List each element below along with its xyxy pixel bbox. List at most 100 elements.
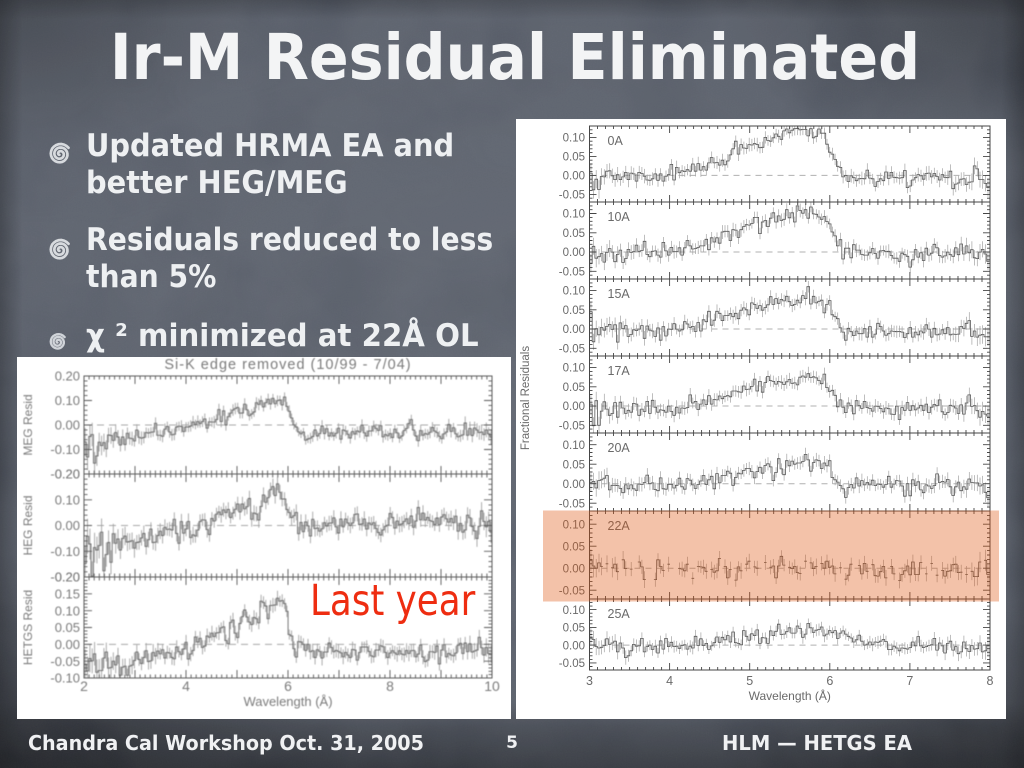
chart-panel-15a: 15A	[589, 278, 991, 357]
y-tick-label: 0.20	[55, 467, 80, 482]
panel-label: MEG Resid	[21, 394, 35, 455]
x-ticks	[597, 126, 983, 202]
error-bars	[590, 126, 989, 199]
panel-label: 17A	[608, 364, 631, 378]
x-ticks	[88, 376, 488, 474]
x-tick-label: 7	[906, 674, 913, 688]
y-ticks	[84, 380, 492, 470]
y-tick-label: -0.05	[559, 498, 585, 510]
x-axis-label: Wavelength (Å)	[243, 694, 332, 709]
right-chart-svg: 0A 0.10 0.05 0.00 -0.05 10A 0.10 0.05 0.00 -0.05 1…	[520, 125, 999, 703]
y-tick-label: 0.00	[55, 418, 80, 433]
x-axis-label: Wavelength (Å)	[749, 688, 831, 703]
y-ticks	[589, 129, 990, 199]
chart-root: 0A 0.10 0.05 0.00 -0.05 10A 0.10 0.05 0.00 -0.05 1…	[520, 125, 999, 703]
y-tick-label: 0.10	[55, 393, 80, 408]
chart-root: Si-K edge removed (10/99 - 7/04) 0.20 0.10…	[21, 357, 500, 709]
left-chart-svg: Si-K edge removed (10/99 - 7/04) 0.20 0.10…	[21, 357, 500, 709]
x-tick-label: 3	[586, 674, 593, 688]
error-bars	[590, 366, 989, 433]
error-bars	[84, 477, 492, 577]
y-tick-label: 0.10	[563, 605, 585, 617]
x-ticks	[597, 279, 983, 356]
bullet-text: Updated HRMA EA and better HEG/MEG	[86, 128, 455, 201]
y-ticks	[589, 359, 990, 430]
y-tick-label: 0.15	[55, 587, 80, 602]
footer-right: HLM — HETGS EA	[722, 731, 913, 755]
right-chart: 0A 0.10 0.05 0.00 -0.05 10A 0.10 0.05 0.00 -0.05 1…	[516, 119, 1006, 719]
panel-frame	[589, 598, 991, 671]
x-tick-label: 10	[484, 678, 500, 694]
chart-panel-20a: 20A	[589, 432, 991, 512]
y-ticks	[589, 602, 990, 667]
panel-label: 10A	[608, 210, 631, 224]
y-ticks	[84, 478, 492, 573]
slide-title: Ir-M Residual Eliminated	[109, 21, 921, 94]
y-tick-label: -0.05	[559, 190, 585, 202]
y-tick-label: 0.05	[55, 620, 80, 635]
y-tick-label: -0.20	[50, 570, 80, 585]
x-tick-label: 8	[987, 674, 994, 688]
x-ticks	[597, 511, 983, 599]
x-tick-label: 4	[182, 678, 190, 694]
error-bars	[590, 202, 989, 273]
panel-label: 22A	[608, 519, 631, 533]
panel-label: 20A	[608, 441, 631, 455]
chart-panel-17a: 17A	[589, 355, 991, 434]
y-tick-label: 0.00	[563, 247, 585, 259]
step-line	[589, 454, 990, 499]
y-ticks	[589, 436, 990, 508]
y-tick-label: 0.00	[55, 637, 80, 652]
y-tick-label: 0.05	[563, 459, 585, 471]
bullet-swirl-icon	[49, 142, 70, 164]
chart-title: Si-K edge removed (10/99 - 7/04)	[164, 357, 411, 373]
step-line	[84, 396, 493, 464]
y-tick-label: -0.05	[50, 654, 80, 669]
y-tick-label: -0.05	[559, 343, 585, 355]
y-tick-label: 0.10	[563, 133, 585, 145]
error-bars	[84, 392, 492, 474]
y-tick-label: 0.10	[563, 209, 585, 221]
y-tick-label: 0.10	[563, 440, 585, 452]
error-bars	[590, 447, 989, 507]
y-tick-label: -0.05	[559, 585, 585, 597]
step-line	[589, 205, 990, 268]
step-line	[84, 597, 493, 676]
y-tick-label: -0.20	[50, 467, 80, 482]
y-tick-label: 0.05	[563, 541, 585, 553]
y-axis-label: Fractional Residuals	[520, 346, 532, 450]
x-tick-label: 6	[826, 674, 833, 688]
x-ticks	[597, 202, 983, 279]
panel-label: 25A	[608, 607, 631, 621]
y-tick-label: -0.05	[559, 420, 585, 432]
y-tick-label: 0.00	[55, 518, 80, 533]
x-ticks	[88, 577, 488, 678]
panel-label: HETGS Resid	[21, 590, 35, 665]
y-ticks	[84, 579, 492, 676]
bullet-swirl-icon	[49, 332, 66, 350]
annotation-last-year: Last year	[310, 576, 476, 626]
y-tick-label: -0.10	[50, 544, 80, 559]
y-tick-label: 0.00	[563, 479, 585, 491]
x-ticks	[597, 599, 983, 670]
error-bars	[590, 618, 989, 665]
y-tick-label: -0.05	[559, 266, 585, 278]
panel-frame	[589, 278, 991, 357]
x-ticks	[597, 356, 983, 433]
chart-panel-25a: 25A	[589, 598, 991, 671]
bullet-text: χ ² minimized at 22Å OL	[86, 318, 479, 354]
x-ticks	[88, 474, 488, 577]
y-tick-label: 0.10	[55, 492, 80, 507]
footer: Chandra Cal Workshop Oct. 31, 2005 5 HLM…	[0, 731, 1024, 761]
step-line	[589, 286, 990, 343]
step-line	[589, 127, 990, 191]
x-tick-label: 6	[284, 678, 292, 694]
y-tick-label: 0.00	[563, 563, 585, 575]
y-tick-label: 0.20	[55, 369, 80, 384]
bullet-text: Residuals reduced to less than 5%	[86, 222, 494, 295]
y-tick-label: 0.10	[563, 363, 585, 375]
panel-label: 0A	[608, 134, 624, 148]
y-tick-label: 0.05	[563, 305, 585, 317]
x-tick-label: 2	[80, 678, 88, 694]
